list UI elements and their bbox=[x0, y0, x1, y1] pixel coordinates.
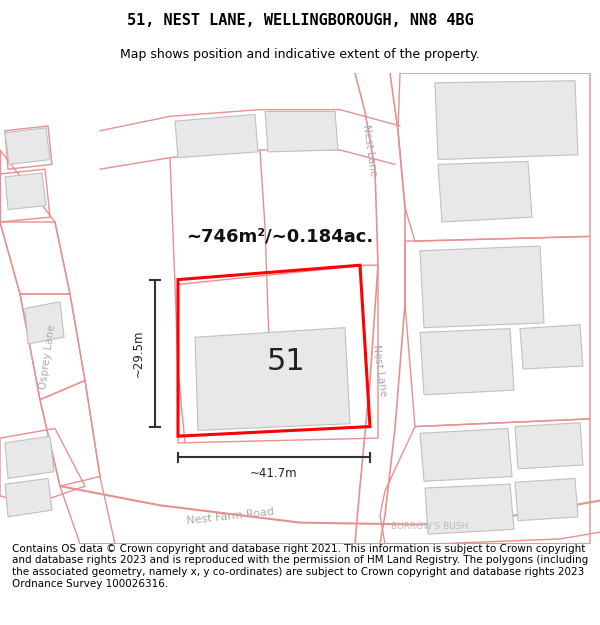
Polygon shape bbox=[5, 173, 46, 209]
Text: Nest Lane: Nest Lane bbox=[371, 344, 389, 398]
Polygon shape bbox=[175, 114, 258, 158]
Polygon shape bbox=[420, 429, 512, 481]
Polygon shape bbox=[5, 479, 52, 517]
Text: Osprey Lane: Osprey Lane bbox=[38, 323, 58, 389]
Polygon shape bbox=[5, 128, 50, 164]
Polygon shape bbox=[195, 328, 350, 431]
Text: Contains OS data © Crown copyright and database right 2021. This information is : Contains OS data © Crown copyright and d… bbox=[12, 544, 588, 589]
Text: Nest Farm Road: Nest Farm Road bbox=[186, 508, 274, 526]
Polygon shape bbox=[420, 246, 544, 328]
Polygon shape bbox=[420, 329, 514, 395]
Text: BURROW'S BUSH: BURROW'S BUSH bbox=[391, 522, 469, 531]
Polygon shape bbox=[5, 436, 54, 479]
Text: Nest Lane: Nest Lane bbox=[361, 124, 379, 176]
Polygon shape bbox=[265, 111, 338, 152]
Polygon shape bbox=[515, 479, 578, 521]
Polygon shape bbox=[435, 81, 578, 159]
Text: ~746m²/~0.184ac.: ~746m²/~0.184ac. bbox=[187, 228, 374, 246]
Polygon shape bbox=[515, 422, 583, 469]
Polygon shape bbox=[438, 161, 532, 222]
Polygon shape bbox=[425, 484, 514, 534]
Text: 51, NEST LANE, WELLINGBOROUGH, NN8 4BG: 51, NEST LANE, WELLINGBOROUGH, NN8 4BG bbox=[127, 13, 473, 28]
Polygon shape bbox=[520, 325, 583, 369]
Text: ~29.5m: ~29.5m bbox=[132, 329, 145, 377]
Text: Map shows position and indicative extent of the property.: Map shows position and indicative extent… bbox=[120, 48, 480, 61]
Text: 51: 51 bbox=[267, 347, 306, 376]
Polygon shape bbox=[25, 302, 64, 344]
Text: ~41.7m: ~41.7m bbox=[250, 467, 298, 480]
